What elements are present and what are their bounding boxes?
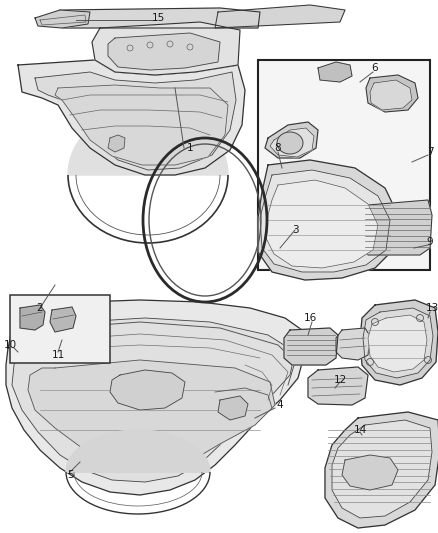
Text: 8: 8: [275, 143, 281, 153]
Polygon shape: [12, 318, 295, 482]
Polygon shape: [108, 33, 220, 70]
Polygon shape: [50, 307, 76, 332]
Text: 7: 7: [427, 147, 433, 157]
Polygon shape: [60, 8, 260, 28]
Text: 14: 14: [353, 425, 367, 435]
Text: 15: 15: [152, 13, 165, 23]
Polygon shape: [266, 180, 378, 268]
Polygon shape: [370, 80, 412, 110]
Polygon shape: [360, 300, 438, 385]
Bar: [10, 295, 110, 363]
Polygon shape: [108, 135, 125, 152]
Polygon shape: [368, 315, 427, 372]
Polygon shape: [342, 455, 398, 490]
Polygon shape: [20, 305, 45, 330]
Polygon shape: [318, 62, 352, 82]
Text: 11: 11: [51, 350, 65, 360]
Polygon shape: [260, 170, 390, 272]
Polygon shape: [66, 430, 210, 472]
Polygon shape: [218, 396, 248, 420]
Polygon shape: [325, 412, 438, 528]
Polygon shape: [68, 107, 228, 175]
Polygon shape: [28, 360, 275, 468]
Text: 13: 13: [425, 303, 438, 313]
Text: 9: 9: [427, 237, 433, 247]
Polygon shape: [258, 160, 398, 280]
Text: 3: 3: [292, 225, 298, 235]
Text: 12: 12: [333, 375, 346, 385]
Bar: [258, 60, 430, 270]
Polygon shape: [18, 60, 245, 175]
Polygon shape: [332, 420, 432, 518]
Polygon shape: [35, 72, 236, 170]
Text: 6: 6: [372, 63, 378, 73]
Polygon shape: [363, 308, 433, 378]
Text: 4: 4: [277, 400, 283, 410]
Text: 1: 1: [187, 143, 193, 153]
Polygon shape: [308, 367, 368, 405]
Text: 10: 10: [4, 340, 17, 350]
Polygon shape: [336, 328, 370, 360]
Text: 16: 16: [304, 313, 317, 323]
Text: 2: 2: [37, 303, 43, 313]
Ellipse shape: [277, 132, 303, 154]
Polygon shape: [284, 328, 338, 365]
Polygon shape: [92, 22, 240, 75]
Polygon shape: [265, 122, 318, 158]
Polygon shape: [362, 200, 432, 255]
Polygon shape: [215, 5, 345, 28]
Polygon shape: [35, 10, 90, 28]
Polygon shape: [366, 75, 418, 112]
Polygon shape: [110, 370, 185, 410]
Text: 5: 5: [67, 470, 73, 480]
Polygon shape: [270, 128, 314, 157]
Polygon shape: [6, 300, 305, 495]
Polygon shape: [55, 85, 228, 165]
